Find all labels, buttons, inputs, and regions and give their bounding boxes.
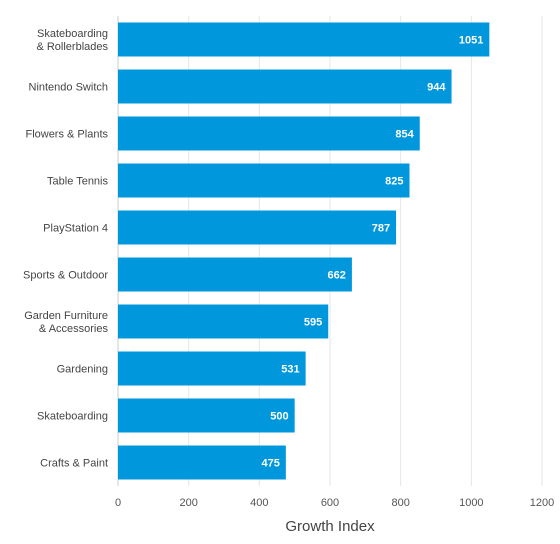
bar-value-label: 854	[395, 129, 414, 141]
bar	[118, 445, 286, 480]
bars: 1051 944 854 825 787 662 595 531 500 475	[118, 22, 490, 480]
category-label: Skateboarding	[37, 28, 108, 40]
bar-value-label: 787	[372, 223, 390, 235]
category-label: PlayStation 4	[43, 223, 108, 235]
bar	[118, 304, 329, 339]
bar	[118, 22, 490, 57]
x-tick-label: 0	[115, 497, 121, 509]
bar-value-label: 531	[281, 364, 299, 376]
category-label: Crafts & Paint	[40, 458, 108, 470]
bar	[118, 116, 420, 151]
x-tick-label: 1200	[530, 497, 554, 509]
bar-value-label: 595	[304, 317, 322, 329]
x-tick-label: 1000	[459, 497, 483, 509]
x-tick-label: 800	[391, 497, 409, 509]
category-label: Table Tennis	[47, 176, 108, 188]
bar	[118, 398, 295, 433]
category-label: Flowers & Plants	[25, 129, 108, 141]
category-label: Garden Furniture	[24, 310, 108, 322]
x-tick-label: 600	[321, 497, 339, 509]
bar	[118, 257, 352, 292]
category-label: Sports & Outdoor	[23, 270, 108, 282]
bar	[118, 163, 410, 198]
bar-value-label: 500	[270, 411, 288, 423]
x-tick-label: 400	[250, 497, 268, 509]
bar-value-label: 1051	[459, 35, 483, 47]
bar	[118, 69, 452, 104]
x-axis-title: Growth Index	[285, 518, 375, 535]
bar-value-label: 662	[328, 270, 346, 282]
category-label: & Accessories	[39, 323, 109, 335]
x-axis-ticks: 0 200 400 600 800 1000 1200	[115, 497, 554, 509]
category-label: Gardening	[57, 364, 108, 376]
x-tick-label: 200	[179, 497, 197, 509]
category-label: & Rollerblades	[36, 41, 108, 53]
bar	[118, 210, 397, 245]
bar-value-label: 944	[427, 82, 446, 94]
bar	[118, 351, 306, 386]
bar-value-label: 825	[385, 176, 403, 188]
category-label: Skateboarding	[37, 411, 108, 423]
bar-value-label: 475	[261, 458, 279, 470]
category-label: Nintendo Switch	[29, 82, 109, 94]
